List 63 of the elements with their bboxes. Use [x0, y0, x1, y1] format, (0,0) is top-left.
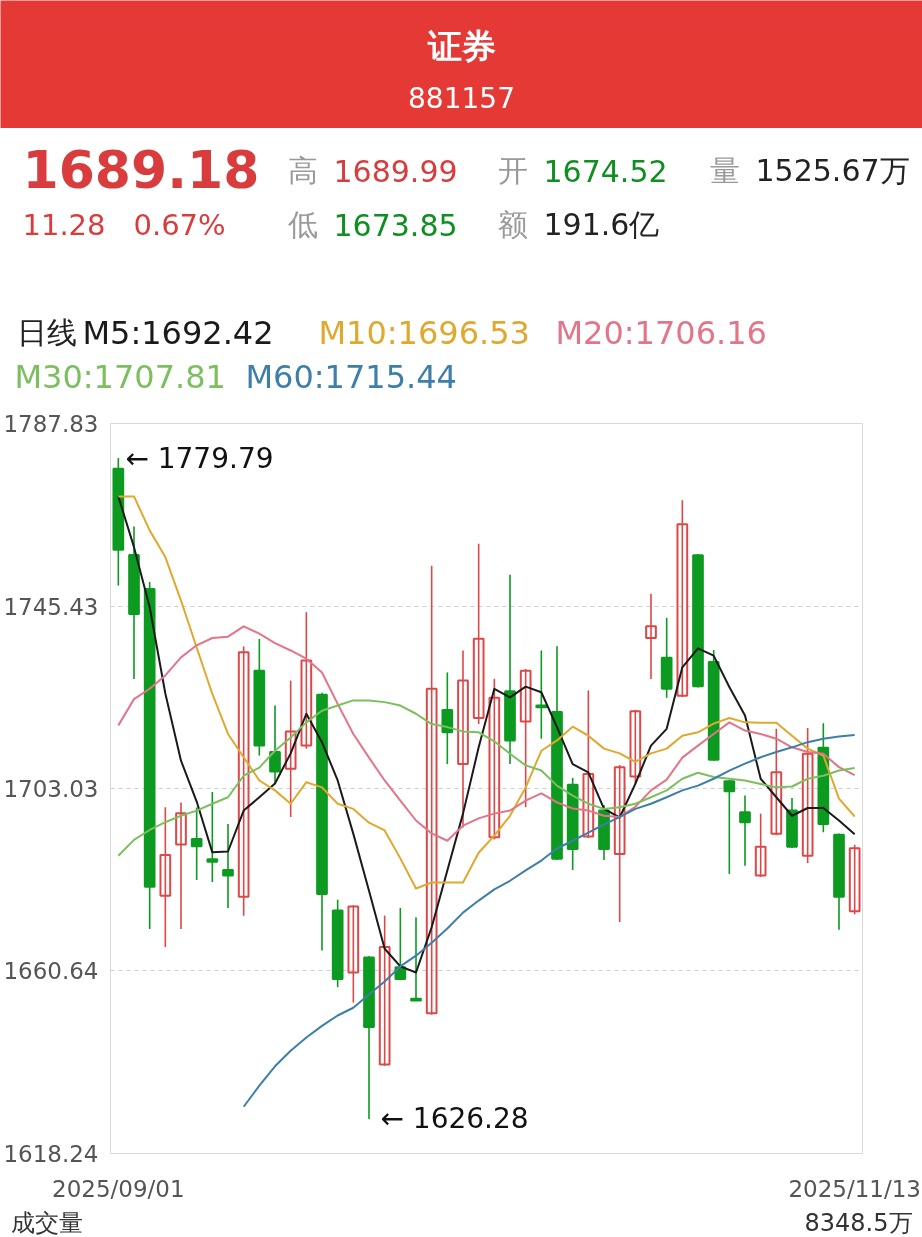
candlestick [237, 645, 250, 917]
candlestick [770, 728, 783, 836]
text: 1674.52 [543, 153, 668, 189]
text: 低 [287, 207, 318, 242]
text: 1525.67万 [755, 153, 910, 188]
x-tick-label: 2025/11/13 [788, 1175, 921, 1202]
text: 量 [709, 153, 740, 188]
candlestick [269, 704, 281, 785]
candlestick [284, 679, 297, 818]
candlestick [739, 794, 751, 867]
candlestick [425, 564, 438, 1016]
text: 191.6亿 [543, 207, 660, 242]
text: 开 [497, 153, 528, 188]
text: 额 [497, 207, 528, 242]
text: 11.28 [22, 208, 106, 242]
text: M30:1707.81 [14, 357, 226, 396]
x-tick-label: 2025/09/01 [52, 1175, 185, 1202]
candlestick [676, 499, 689, 698]
text: 0.67% [133, 207, 226, 242]
text: 1689.18 [22, 139, 260, 200]
candlestick [613, 764, 626, 923]
y-tick-label: 1787.83 [3, 411, 99, 437]
candlestick [441, 671, 454, 765]
candlestick [347, 904, 360, 1004]
chart-subtitle: 881157 [408, 82, 515, 115]
y-tick-label: 1745.43 [3, 593, 99, 620]
candlestick [410, 916, 422, 1002]
candlestick [159, 806, 172, 948]
candlestick [723, 779, 736, 875]
candlestick [488, 678, 501, 841]
candlestick [378, 914, 391, 1067]
candlestick [190, 806, 203, 881]
candlestick [300, 611, 313, 750]
text: M5:1692.42 [82, 313, 274, 352]
candlestick [472, 542, 485, 725]
annotation: ← 1626.28 [380, 1102, 529, 1135]
line-series [117, 495, 856, 890]
candlestick [848, 843, 861, 915]
y-tick-label: 1660.64 [3, 958, 99, 985]
line-series [117, 699, 856, 857]
annotation: ← 1779.79 [125, 441, 274, 475]
text: M60:1715.44 [245, 357, 457, 396]
line-series [117, 625, 856, 842]
text: 日线 [16, 315, 77, 350]
candlestick [519, 668, 532, 808]
candlestick [582, 689, 595, 839]
text: M20:1706.16 [555, 313, 767, 352]
candlestick [222, 823, 234, 909]
y-tick-label: 1703.03 [3, 776, 99, 803]
text: 高 [287, 153, 318, 188]
candlestick [206, 791, 219, 883]
text: 1689.99 [333, 153, 458, 189]
text: 成交量 [10, 1208, 83, 1237]
candlestick [754, 812, 767, 878]
candlestick [801, 727, 814, 864]
chart-title: 证券 [426, 25, 496, 66]
text: 8348.5万 [804, 1208, 913, 1237]
candlestick [175, 801, 187, 930]
line-series [242, 734, 856, 1108]
text: M10:1696.53 [318, 313, 530, 352]
candlestick [645, 592, 657, 680]
y-tick-label: 1618.24 [3, 1141, 99, 1167]
text: 1673.85 [333, 207, 458, 243]
